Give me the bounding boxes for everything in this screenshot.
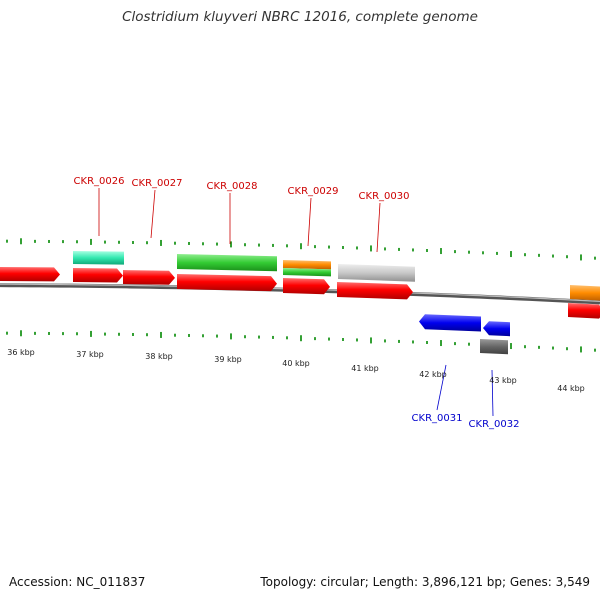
- kbp-label-39: 39 kbp: [214, 355, 242, 364]
- map-title: Clostridium kluyveri NBRC 12016, complet…: [122, 9, 478, 25]
- gene-block-dark-gray: [480, 339, 508, 355]
- leader-line: [376, 202, 381, 253]
- gene-label-ckr-0026[interactable]: CKR_0026: [74, 176, 125, 187]
- gene-block-orange: [570, 285, 600, 301]
- kbp-label-44: 44 kbp: [557, 384, 585, 393]
- gene-label-ckr-0031[interactable]: CKR_0031: [412, 413, 463, 424]
- kbp-label-40: 40 kbp: [282, 359, 310, 368]
- gene-arrow-red: [73, 268, 123, 283]
- kbp-label-42: 42 kbp: [419, 370, 447, 379]
- gene-arrow-red: [283, 278, 330, 295]
- gene-labels: CKR_0026 CKR_0027 CKR_0028 CKR_0029 CKR_…: [74, 176, 520, 430]
- gene-features: [0, 251, 600, 355]
- gene-label-ckr-0029[interactable]: CKR_0029: [288, 186, 339, 197]
- gene-arrow-blue: [483, 321, 510, 337]
- upper-tick-marks: [6, 238, 596, 261]
- leader-line: [150, 189, 156, 239]
- kbp-labels: 36 kbp 37 kbp 38 kbp 39 kbp 40 kbp 41 kb…: [7, 348, 585, 393]
- leader-line: [307, 197, 312, 247]
- accession-text: Accession: NC_011837: [9, 575, 146, 589]
- gene-block-orange: [283, 260, 331, 270]
- genome-summary-text: Topology: circular; Length: 3,896,121 bp…: [260, 575, 590, 589]
- gene-arrow-red: [123, 270, 175, 285]
- gene-label-ckr-0027[interactable]: CKR_0027: [132, 178, 183, 189]
- gene-block-teal: [73, 251, 124, 265]
- gene-label-ckr-0030[interactable]: CKR_0030: [359, 191, 410, 202]
- gene-block-green: [283, 268, 331, 277]
- leader-line: [491, 369, 494, 417]
- gene-arrow-red: [0, 267, 60, 282]
- kbp-label-36: 36 kbp: [7, 348, 35, 357]
- gene-arrow-red: [568, 303, 600, 319]
- gene-arrow-blue: [419, 314, 481, 332]
- gene-block-gray: [338, 264, 415, 282]
- kbp-label-38: 38 kbp: [145, 352, 173, 361]
- gene-arrow-red: [177, 274, 277, 292]
- kbp-label-43: 43 kbp: [489, 376, 517, 385]
- kbp-label-41: 41 kbp: [351, 364, 379, 373]
- leader-line: [436, 364, 447, 411]
- kbp-label-37: 37 kbp: [76, 350, 104, 359]
- gene-block-green: [177, 254, 277, 272]
- gene-arrow-red: [337, 282, 413, 300]
- label-leader-lines: [98, 188, 494, 417]
- lower-tick-marks: [6, 330, 596, 353]
- gene-label-ckr-0032[interactable]: CKR_0032: [469, 419, 520, 430]
- gene-label-ckr-0028[interactable]: CKR_0028: [207, 181, 258, 192]
